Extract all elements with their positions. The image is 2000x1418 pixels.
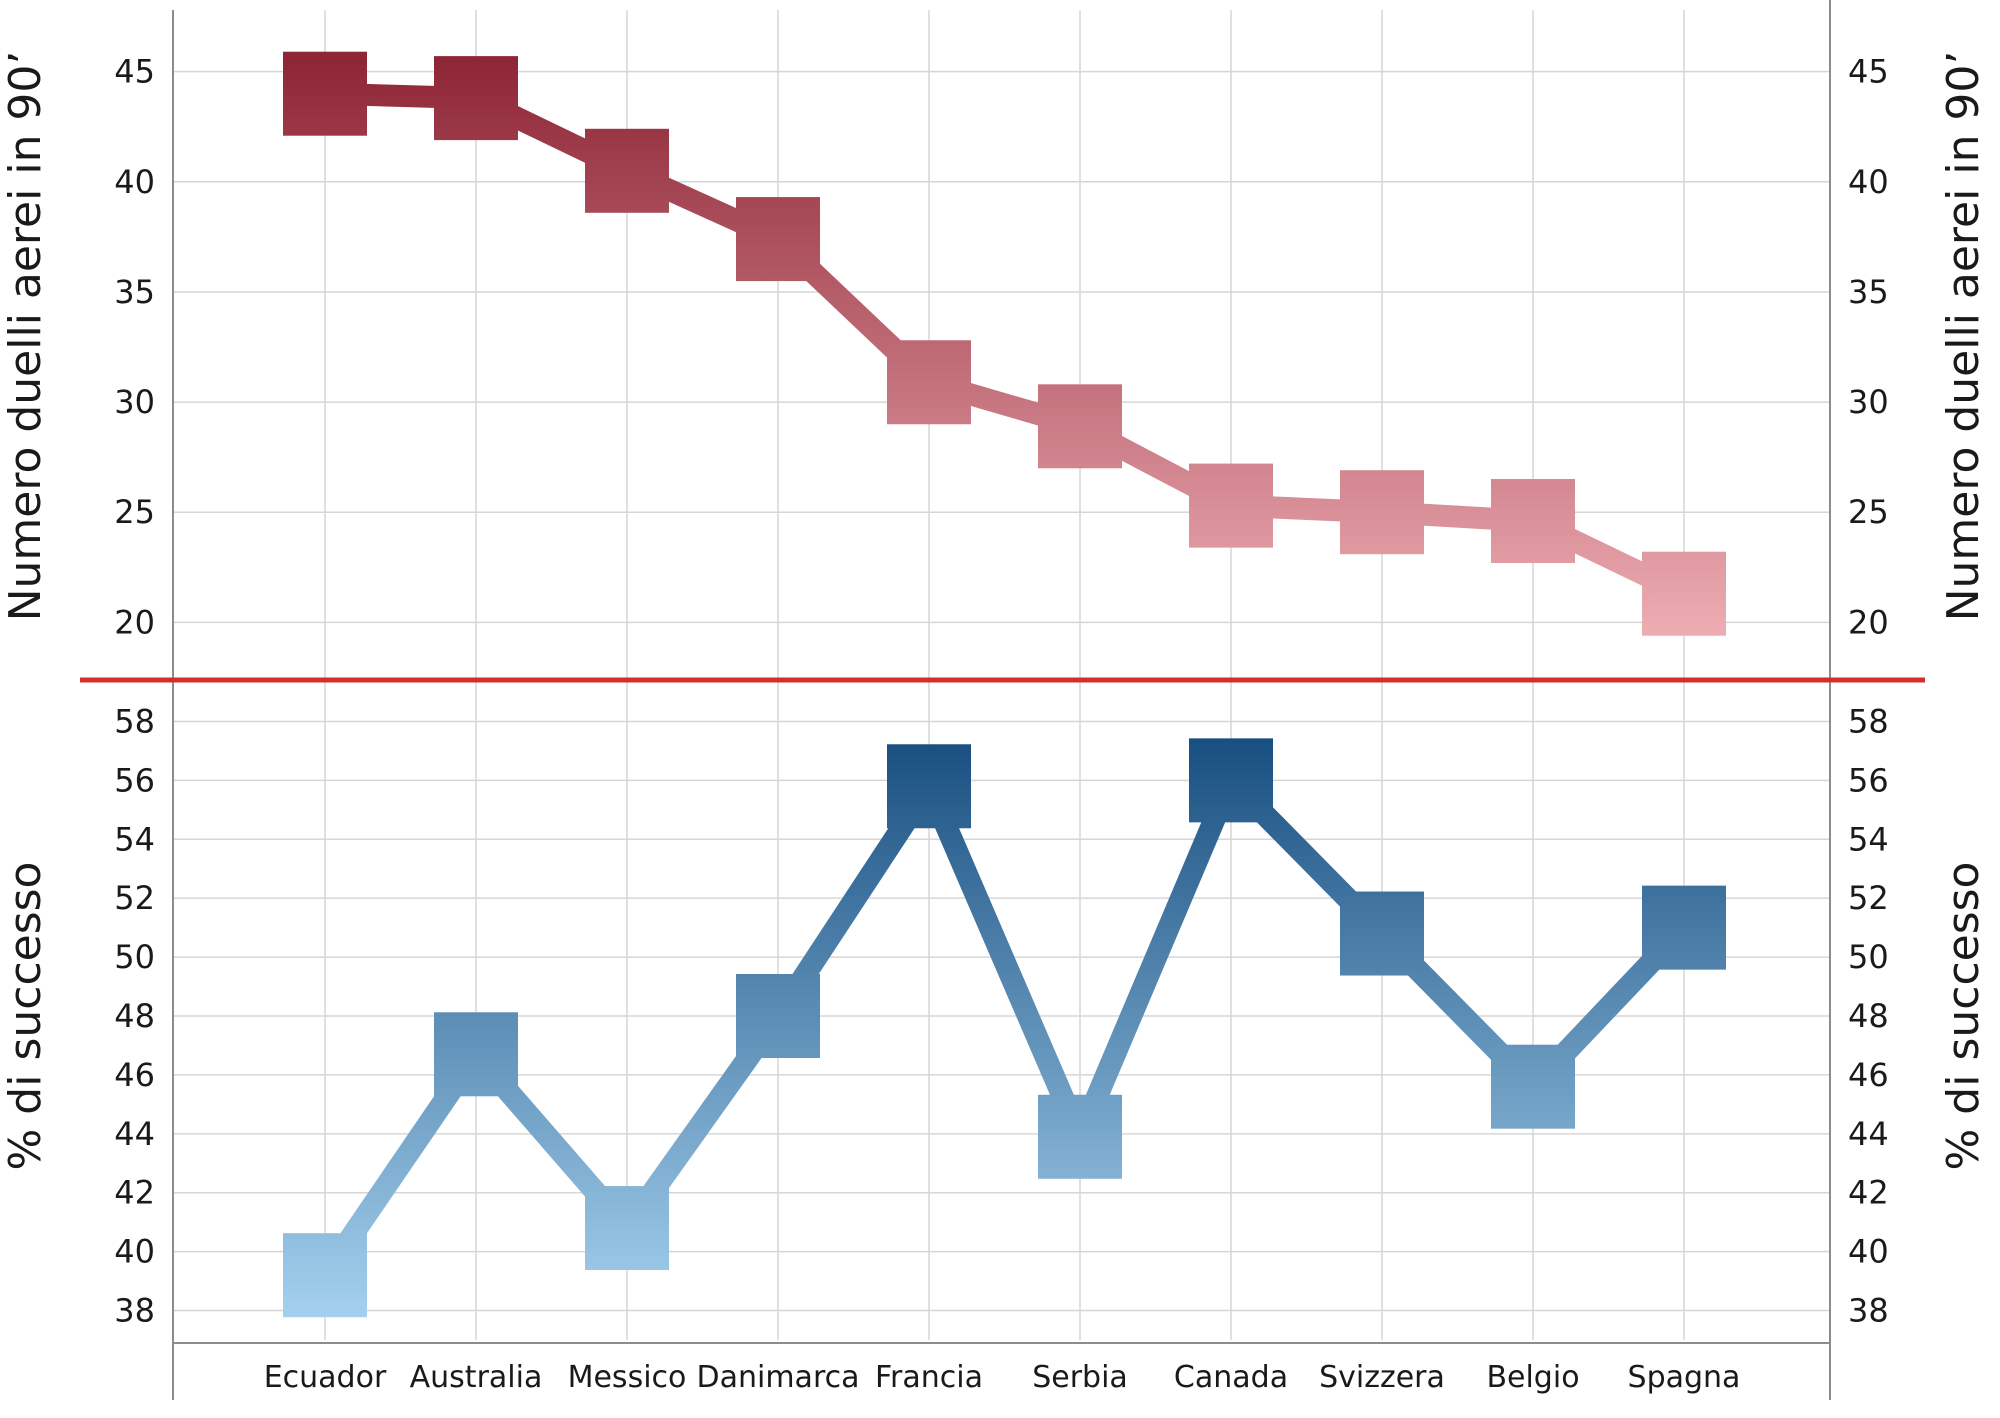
y-tick-label-right: 48 (1848, 997, 1889, 1035)
y-tick-label-right: 46 (1848, 1056, 1889, 1094)
y-axis-title-right: % di successo (1938, 862, 1989, 1171)
data-point-marker-spagna (1642, 551, 1726, 636)
data-point-marker-canada (1189, 738, 1273, 823)
x-tick-label: Danimarca (697, 1360, 860, 1395)
data-point-marker-belgio (1491, 479, 1575, 564)
y-tick-label-left: 56 (114, 761, 155, 799)
data-point-marker-messico (585, 1186, 669, 1271)
y-tick-label-left: 42 (114, 1174, 155, 1212)
y-tick-label-left: 25 (114, 493, 155, 531)
data-point-marker-serbia (1038, 1094, 1122, 1179)
y-tick-label-left: 46 (114, 1056, 155, 1094)
y-tick-label-right: 58 (1848, 702, 1889, 740)
y-tick-label-left: 44 (114, 1115, 155, 1153)
x-tick-label: Svizzera (1319, 1360, 1445, 1395)
y-axis-title-right: Numero duelli aerei in 90’ (1938, 51, 1989, 622)
x-tick-label: Australia (410, 1360, 543, 1395)
y-tick-label-left: 45 (114, 53, 155, 91)
data-point-marker-ecuador (283, 51, 367, 136)
y-tick-label-left: 20 (114, 603, 155, 641)
y-tick-label-left: 58 (114, 702, 155, 740)
data-point-marker-canada (1189, 463, 1273, 548)
x-tick-label: Francia (875, 1360, 983, 1395)
x-tick-label: Belgio (1486, 1360, 1579, 1395)
y-tick-label-right: 50 (1848, 938, 1889, 976)
data-point-marker-spagna (1642, 885, 1726, 970)
x-tick-label: Spagna (1628, 1360, 1741, 1395)
y-tick-label-right: 25 (1848, 493, 1889, 531)
y-tick-label-right: 42 (1848, 1174, 1889, 1212)
x-tick-label: Messico (568, 1360, 687, 1395)
y-tick-label-right: 30 (1848, 383, 1889, 421)
y-tick-label-left: 50 (114, 938, 155, 976)
y-tick-label-right: 44 (1848, 1115, 1889, 1153)
y-tick-label-right: 54 (1848, 820, 1889, 858)
data-point-marker-francia (887, 340, 971, 425)
y-tick-label-left: 38 (114, 1292, 155, 1330)
x-tick-label: Canada (1174, 1360, 1288, 1395)
y-tick-label-right: 40 (1848, 163, 1889, 201)
data-point-marker-serbia (1038, 384, 1122, 469)
x-tick-label: Serbia (1032, 1360, 1128, 1395)
y-tick-label-left: 35 (114, 273, 155, 311)
axes-layer (80, 0, 1925, 1400)
data-point-marker-messico (585, 128, 669, 213)
labels-layer: 20 20 25 25 30 30 35 35 40 40 45 45 Numero duelli ae… (0, 51, 1989, 1395)
y-axis-title-left: % di successo (0, 862, 51, 1171)
y-tick-label-left: 30 (114, 383, 155, 421)
y-axis-title-left: Numero duelli aerei in 90’ (0, 51, 51, 622)
data-point-marker-danimarca (736, 197, 820, 282)
series-layer (283, 51, 1726, 1318)
y-tick-label-right: 52 (1848, 879, 1889, 917)
y-tick-label-left: 40 (114, 163, 155, 201)
y-tick-label-right: 56 (1848, 761, 1889, 799)
series-line (324, 82, 1689, 604)
data-point-marker-ecuador (283, 1233, 367, 1318)
y-tick-label-left: 54 (114, 820, 155, 858)
y-tick-label-right: 35 (1848, 273, 1889, 311)
y-tick-label-right: 20 (1848, 603, 1889, 641)
y-tick-label-right: 40 (1848, 1233, 1889, 1271)
data-point-marker-australia (434, 56, 518, 141)
data-point-marker-danimarca (736, 974, 820, 1058)
data-point-marker-svizzera (1340, 891, 1424, 976)
y-tick-label-left: 52 (114, 879, 155, 917)
data-point-marker-francia (887, 744, 971, 829)
x-tick-label: Ecuador (264, 1360, 387, 1395)
data-point-marker-australia (434, 1012, 518, 1097)
y-tick-label-left: 48 (114, 997, 155, 1035)
y-tick-label-left: 40 (114, 1233, 155, 1271)
data-point-marker-svizzera (1340, 470, 1424, 555)
y-tick-label-right: 38 (1848, 1292, 1889, 1330)
series-line (315, 760, 1692, 1282)
y-tick-label-right: 45 (1848, 53, 1889, 91)
data-point-marker-belgio (1491, 1044, 1575, 1129)
